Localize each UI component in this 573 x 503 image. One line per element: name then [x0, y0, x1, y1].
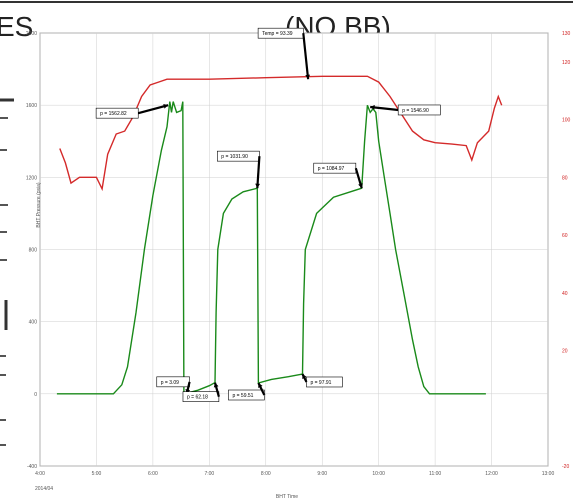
y-tick-label-left: 1600 [26, 103, 37, 109]
annotation-arrow [370, 105, 399, 112]
pressure-line [56, 101, 486, 395]
x-tick-label: 13:00 [542, 471, 555, 477]
y-tick-label-left: 400 [29, 320, 38, 326]
title-left: ES [0, 11, 33, 42]
y-tick-label-left: 2000 [26, 31, 37, 37]
annotation: p = 62.18 [182, 382, 220, 402]
annotation-label: p = 1031.90 [221, 154, 248, 160]
y-tick-label-left: 1200 [26, 175, 37, 181]
x-tick-label: 5:00 [92, 471, 102, 477]
y-tick-label-right: 20 [562, 349, 568, 355]
annotation-arrow [137, 104, 169, 115]
x-tick-label: 11:00 [429, 471, 441, 477]
annotation-label: p = 1546.90 [402, 108, 429, 114]
x-tick-label: 10:00 [372, 471, 385, 477]
temperature-line [59, 75, 503, 192]
y-tick-label-right: 130 [562, 31, 571, 37]
annotation-arrowhead [305, 74, 311, 80]
annotation-label: p = 3.09 [161, 380, 179, 386]
x-tick-label: 12:00 [485, 471, 498, 477]
x-axis-label: BHT Time [276, 494, 298, 500]
x-tick-label: 8:00 [261, 471, 271, 477]
annotation: p = 1562.82 [95, 103, 169, 119]
annotation-arrowhead [302, 373, 307, 379]
annotation-label: p = 62.18 [187, 395, 208, 401]
annotation-label: p = 1084.97 [318, 166, 345, 172]
annotation-arrowhead [255, 183, 260, 189]
y-tick-label-right: 120 [562, 60, 571, 66]
annotation: p = 97.91 [301, 373, 343, 388]
y-tick-label-right: 40 [562, 291, 568, 297]
x-tick-label: 6:00 [148, 471, 158, 477]
axis-ticks: 4:00 5:00 6:00 7:00 8:00 9:00 10:00 11:00 12:00 1… [26, 31, 571, 477]
annotation: Temp = 93.39 [257, 27, 311, 80]
annotation-arrowhead [370, 105, 375, 110]
annotation-label: p = 1562.82 [100, 111, 127, 117]
x-tick-label: 9:00 [317, 471, 327, 477]
annotations: p = 1562.82 Temp = 93.39 p = 1546.90 p = 10… [95, 27, 441, 402]
annotation-arrowhead [213, 382, 219, 388]
y-tick-label-left: 800 [29, 248, 38, 254]
annotation-arrowhead [163, 103, 169, 109]
annotation: p = 59.51 [228, 382, 266, 401]
y-tick-label-left: -400 [27, 464, 37, 470]
series [56, 75, 503, 395]
y-tick-label-right: 100 [562, 118, 571, 124]
annotation-arrowhead [358, 183, 363, 189]
left-edge-fragments [0, 98, 14, 446]
y-tick-label-right: 60 [562, 233, 568, 239]
y-tick-label-right: -20 [562, 464, 569, 470]
annotation-label: p = 97.91 [310, 380, 331, 386]
annotation-arrow [256, 156, 261, 189]
y-axis-label-left: BHT Pressure (psia) [36, 182, 42, 228]
annotation-label: p = 59.51 [232, 393, 253, 399]
y-tick-label-right: 80 [562, 175, 568, 181]
y-tick-label-left: 0 [34, 392, 37, 398]
annotation-arrowhead [258, 383, 263, 389]
x-tick-label: 7:00 [204, 471, 214, 477]
date-label: 2014/04 [35, 486, 53, 492]
annotation: p = 1084.97 [313, 162, 363, 189]
x-tick-label: 4:00 [35, 471, 45, 477]
annotation-arrow [302, 33, 310, 80]
annotation: p = 1031.90 [217, 150, 261, 189]
annotation: p = 1546.90 [370, 104, 441, 116]
annotation-label: Temp = 93.39 [262, 31, 293, 37]
